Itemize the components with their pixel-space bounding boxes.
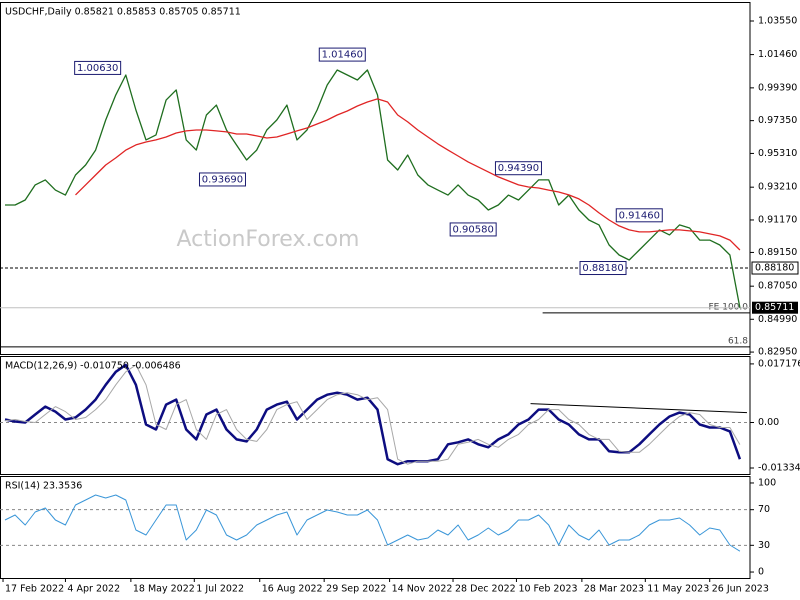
price-annotation: 1.01460 [322, 50, 363, 61]
y-tick-label: 0.82950 [758, 347, 797, 358]
y-tick-label: 0.017176 [758, 358, 800, 369]
series-line [4, 494, 741, 552]
panel-frame [0, 356, 751, 475]
series-line [4, 363, 742, 466]
y-tick-label: 0.89150 [758, 247, 797, 258]
y-tick-label: 0.95310 [758, 148, 797, 159]
y-tick-label: -0.01334 [758, 462, 800, 473]
trendline [530, 403, 748, 414]
last-price-label: 0.85711 [755, 302, 794, 313]
y-tick-label: 70 [758, 504, 770, 515]
price-tag [751, 261, 799, 275]
panel-title: RSI(14) 23.3536 [5, 481, 82, 492]
x-tick-label: 28 Mar 2023 [584, 584, 644, 595]
panel-title: MACD(12,26,9) -0.010750 -0.006486 [5, 361, 181, 372]
y-tick-label: 0.91170 [758, 214, 797, 225]
y-tick-label: 0.99390 [758, 82, 797, 93]
fib-label: 61.8 [728, 336, 748, 346]
x-tick-label: 17 Feb 2022 [5, 584, 64, 595]
x-tick-label: 28 Dec 2022 [455, 584, 516, 595]
y-tick-label: 100 [758, 477, 776, 488]
watermark: ActionForex.com [177, 227, 360, 252]
x-tick-label: 1 Jul 2022 [196, 584, 244, 595]
y-tick-label: 0.87050 [758, 281, 797, 292]
panel-frame [0, 2, 751, 355]
price-annotation-box [74, 60, 122, 75]
x-tick-label: 16 Aug 2022 [262, 584, 323, 595]
y-tick-label: 0.84990 [758, 314, 797, 325]
price-annotation: 0.91460 [619, 210, 660, 221]
price-annotation-box [615, 208, 663, 223]
x-tick-label: 4 Apr 2022 [67, 584, 120, 595]
y-tick-label: 0 [758, 567, 764, 578]
price-annotation-box [198, 172, 246, 187]
price-annotation: 1.00630 [77, 63, 118, 74]
y-tick-label: 0.93210 [758, 182, 797, 193]
price-annotation-box [449, 222, 497, 237]
last-price-tag [752, 301, 798, 314]
panel-frame [0, 476, 751, 579]
price-annotation-box [494, 161, 542, 176]
price-annotation: 0.90580 [452, 224, 493, 235]
series-line [75, 98, 741, 251]
price-annotation: 0.94390 [498, 163, 539, 174]
price-annotation-box [318, 47, 366, 62]
x-tick-label: 18 May 2022 [133, 584, 195, 595]
y-tick-label: 1.01460 [758, 49, 797, 60]
y-tick-label: 0.97350 [758, 115, 797, 126]
series-line [4, 364, 741, 465]
price-annotation: 0.93690 [202, 174, 243, 185]
x-tick-label: 11 May 2023 [647, 584, 709, 595]
x-tick-label: 10 Feb 2023 [518, 584, 577, 595]
x-tick-label: 29 Sep 2022 [326, 584, 386, 595]
price-annotation-box [579, 261, 627, 276]
y-tick-label: 1.03550 [758, 16, 797, 27]
price-annotation: 0.88180 [582, 263, 623, 274]
y-tick-label: 30 [758, 540, 770, 551]
series-line [5, 69, 741, 308]
panel-title: USDCHF,Daily 0.85821 0.85853 0.85705 0.8… [5, 7, 241, 18]
price-tag-label: 0.88180 [755, 263, 794, 274]
y-tick-label: 0.00 [758, 417, 779, 428]
x-tick-label: 26 Jun 2023 [712, 584, 769, 595]
x-tick-label: 14 Nov 2022 [392, 584, 453, 595]
